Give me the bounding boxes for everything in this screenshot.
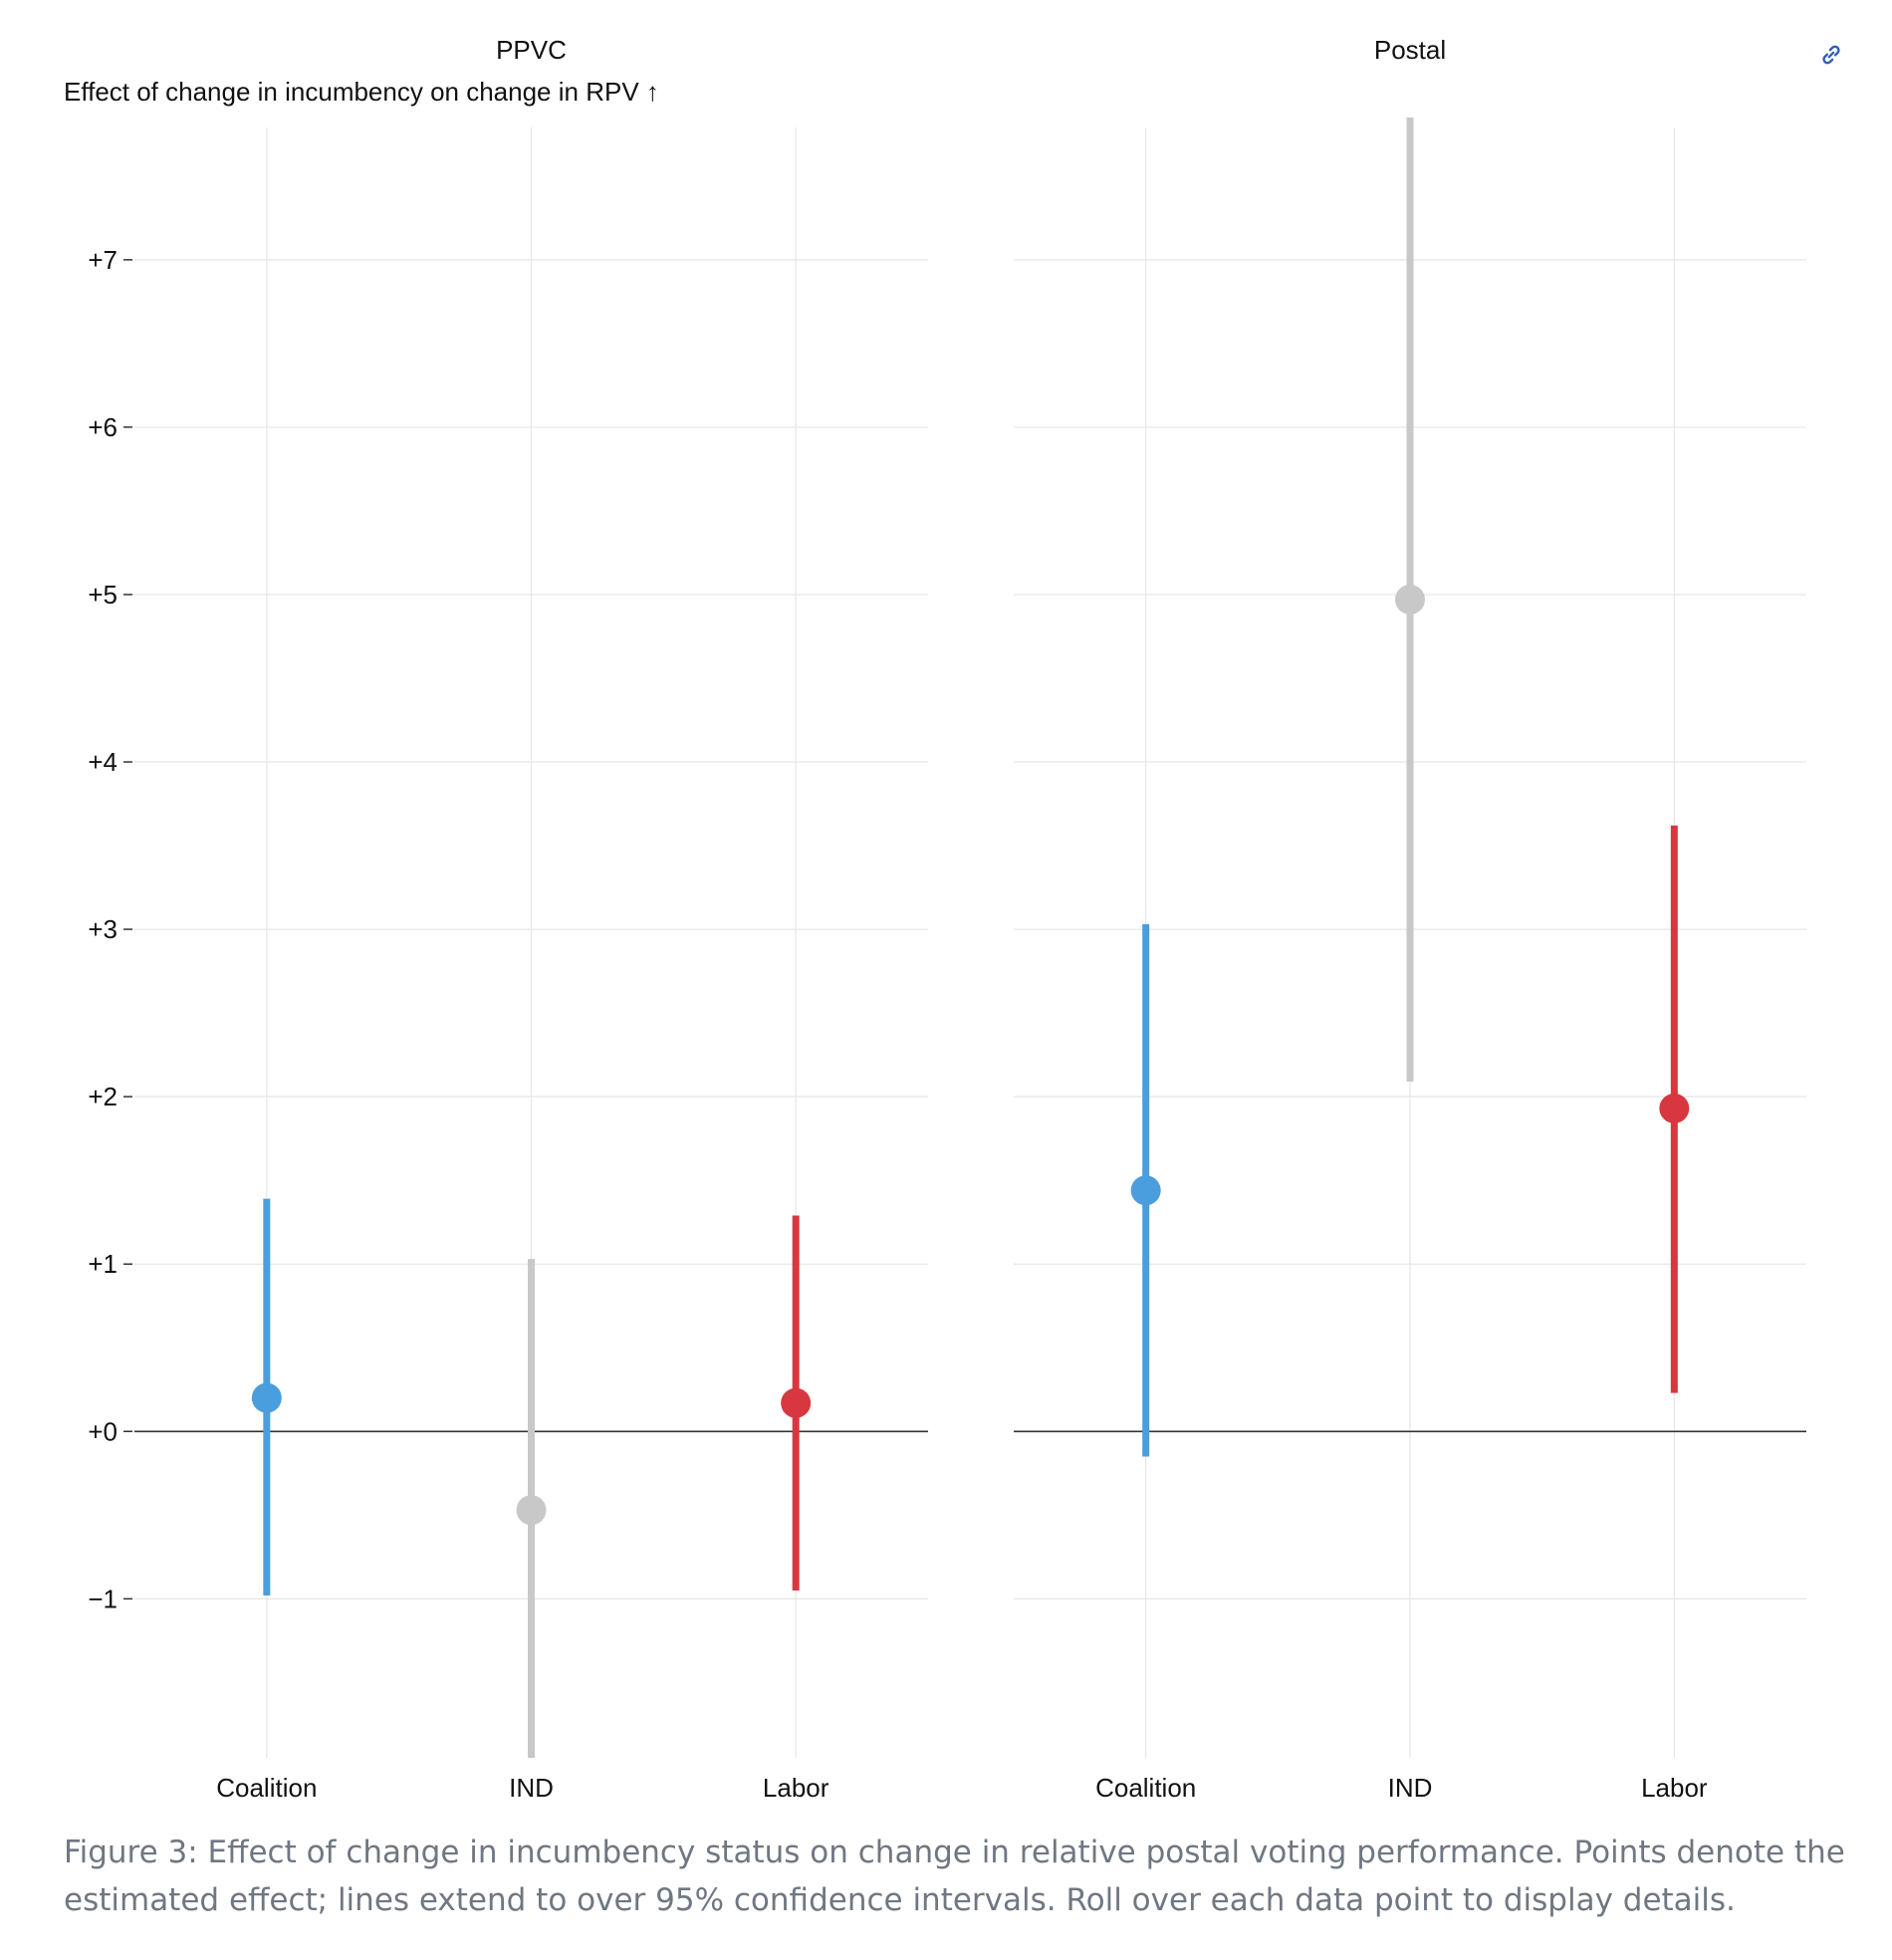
x-tick-label: Coalition [216,1773,317,1803]
y-tick-label: −1 [88,1584,118,1613]
point-labor[interactable]: Labor: 1.93 [1659,1093,1690,1123]
x-tick-label: IND [509,1773,554,1803]
y-tick-label: +0 [88,1416,118,1446]
panel-title: Postal [1374,35,1446,65]
panel-title: PPVC [496,35,567,65]
link-icon[interactable] [1818,42,1844,68]
figure-caption: Figure 3: Effect of change in incumbency… [64,1835,1845,1918]
x-tick-label: IND [1388,1773,1433,1803]
y-tick-label: +1 [88,1249,118,1279]
x-tick-label: Labor [1641,1773,1708,1803]
y-tick-label: +7 [88,245,118,275]
point-ind[interactable]: IND: -0.47 [516,1495,547,1526]
x-tick-label: Labor [763,1773,829,1803]
panel-ppvc: PPVC Coalition IND Labor Coalition: 0.2 IND: … [134,35,928,1803]
panel-postal: Postal Coalition IND Labor Coalition: 1.44 IN… [1014,35,1806,1803]
point-coalition[interactable]: Coalition: 0.2 [251,1382,282,1413]
y-tick-label: +2 [88,1082,118,1111]
y-axis-label: Effect of change in incumbency on change… [64,77,659,107]
y-tick-label: +6 [88,412,118,442]
y-tick-label: +4 [88,747,118,777]
point-coalition[interactable]: Coalition: 1.44 [1130,1175,1161,1206]
chart: Effect of change in incumbency on change… [64,35,1806,1803]
y-tick-label: +3 [88,914,118,944]
y-tick-label: +5 [88,580,118,610]
x-tick-label: Coalition [1095,1773,1196,1803]
point-ind[interactable]: IND: 4.97 [1395,585,1425,615]
point-labor[interactable]: Labor: 0.17 [781,1387,812,1418]
